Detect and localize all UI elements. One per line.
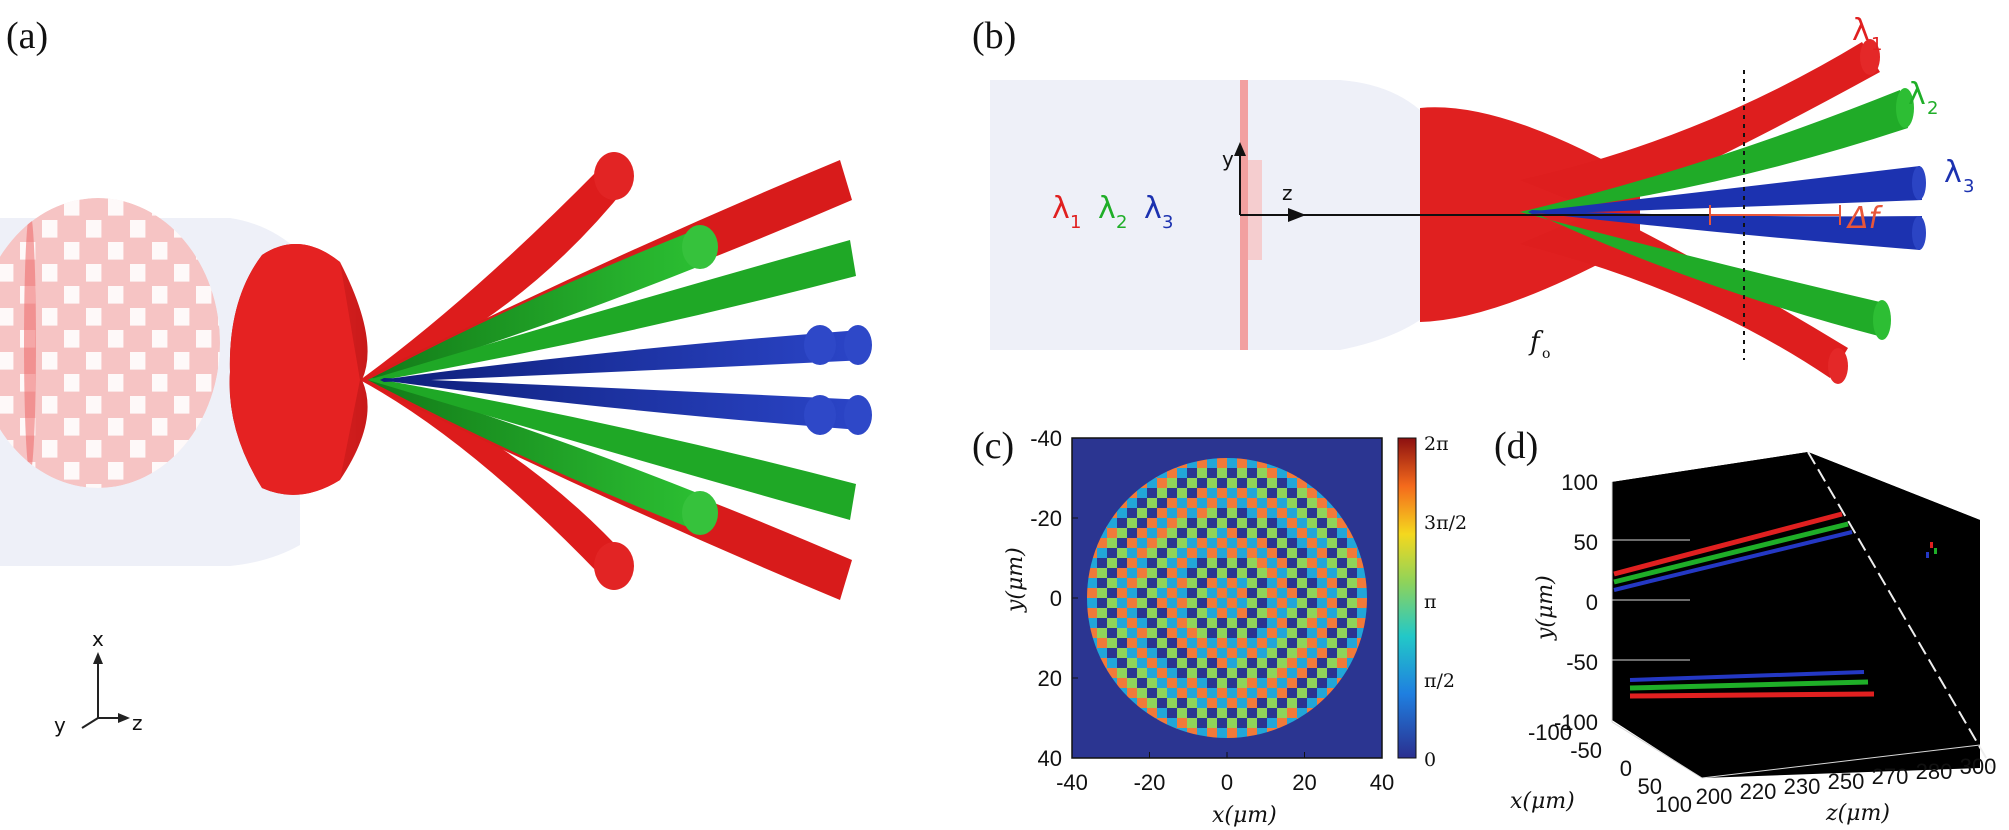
blue-beam-upper-a (380, 330, 866, 382)
volume-x-tick: -100 (1528, 720, 1572, 745)
axis-z-label-a: z (132, 711, 143, 735)
blue-beam-upper-b (1528, 166, 1922, 214)
lambda3-left-sub: 3 (1162, 212, 1173, 233)
green-trace-upper-d (1613, 521, 1849, 585)
phase-map-x-label: x(μm) (1212, 803, 1277, 828)
lambda3-right-sub: 3 (1963, 176, 1974, 197)
red-beam-lower-b (1520, 210, 1848, 378)
volume-z-tick: 250 (1828, 769, 1865, 794)
lambda1-right-sub: 1 (1871, 34, 1882, 55)
volume-z-tick: 230 (1784, 774, 1821, 799)
lambda-left-group: λ 1 λ 2 λ 3 (1052, 191, 1173, 233)
lambda3-right: λ (1944, 155, 1962, 190)
focal-length-sub: o (1542, 346, 1550, 362)
colorbar-tick-label: π (1424, 591, 1437, 613)
red-trace-lower-d (1629, 691, 1875, 699)
delta-f-label: Δf (1846, 201, 1884, 236)
y-tick-label: 0 (1050, 586, 1062, 611)
panel-c-label: (c) (972, 425, 1014, 467)
panel-b-label: (b) (972, 15, 1016, 57)
lambda3-left: λ (1144, 191, 1162, 226)
green-beam-upper-a (368, 232, 710, 382)
red-beam-upper-b (1520, 42, 1880, 212)
x-tick-label: -40 (1056, 770, 1088, 795)
volume-y-tick: 100 (1561, 470, 1598, 495)
x-tick-label: 20 (1292, 770, 1316, 795)
lambda2-left-sub: 2 (1116, 212, 1127, 233)
blue-trace-upper-d (1613, 530, 1853, 592)
focal-plane-line-d (1807, 451, 1993, 769)
colorbar (1397, 437, 1417, 759)
volume-y-label: y(μm) (1533, 575, 1558, 641)
volume-x-tick: 50 (1638, 774, 1662, 799)
green-beam-upper2-a (368, 240, 856, 382)
lambda2-right: λ (1908, 77, 1926, 112)
green-beam-upper-b (1520, 90, 1908, 214)
lambda2-left: λ (1098, 191, 1116, 226)
panel-a: (a) (0, 15, 872, 737)
red-beam-upper-a (360, 168, 628, 382)
volume-x-label: x(μm) (1510, 789, 1575, 814)
colorbar-tick-label: π/2 (1424, 670, 1455, 692)
volume-z-tick: 200 (1696, 784, 1733, 809)
lambda1-right: λ (1852, 13, 1870, 48)
blue-beam-lower-a (380, 378, 866, 430)
volume-y-tick: -100 (1554, 710, 1598, 735)
panel-b: (b) y z Δf λ (972, 13, 1974, 384)
colorbar-tick-label: 0 (1424, 749, 1436, 771)
axis-triad-a: x z y (54, 627, 143, 737)
volume-x-tick: 0 (1620, 756, 1632, 781)
green-trace-lower-d (1629, 679, 1869, 691)
lambda1-left: λ (1052, 191, 1070, 226)
red-trace-upper-d (1613, 511, 1843, 577)
lambda2-right-sub: 2 (1927, 98, 1938, 119)
panel-d-label: (d) (1494, 425, 1538, 467)
volume-z-tick: 280 (1916, 759, 1953, 784)
volume-z-label: z(μm) (1825, 801, 1890, 826)
x-tick-label: -20 (1134, 770, 1166, 795)
axis-y-label-a: y (54, 713, 66, 737)
y-tick-label: -40 (1030, 426, 1062, 451)
y-tick-label: -20 (1030, 506, 1062, 531)
axis-x-label-a: x (92, 627, 104, 651)
green-beam-lower2-a (368, 378, 856, 520)
y-tick-label: 20 (1038, 666, 1062, 691)
green-beam-lower-a (368, 378, 710, 528)
volume-z-tick: 220 (1740, 779, 1777, 804)
x-tick-label: 0 (1221, 770, 1233, 795)
volume-y-tick: -50 (1566, 650, 1598, 675)
panel-a-label: (a) (6, 15, 48, 57)
volume-y-tick: 50 (1574, 530, 1598, 555)
volume-x-tick: -50 (1570, 738, 1602, 763)
volume-z-tick: 270 (1872, 764, 1909, 789)
colorbar-tick-label: 2π (1424, 433, 1449, 455)
volume-x-tick: 100 (1655, 792, 1692, 817)
volume-z-tick: 300 (1960, 754, 1997, 779)
volume-y-tick: 0 (1586, 590, 1598, 615)
blue-trace-lower-d (1629, 670, 1865, 682)
lambda1-left-sub: 1 (1070, 212, 1081, 233)
y-tick-label: 40 (1038, 746, 1062, 771)
green-beam-lower-b (1520, 210, 1886, 338)
x-tick-label: 40 (1370, 770, 1394, 795)
phase-map-y-label: y(μm) (1003, 547, 1028, 613)
blue-beam-lower-b (1528, 210, 1922, 250)
axis-z-label-b: z (1282, 181, 1293, 205)
red-beam-lower-a (360, 378, 628, 575)
incident-beam-b (990, 80, 1420, 350)
axis-y-label-b: y (1222, 147, 1234, 171)
lambda-right-group: λ 1 λ 2 λ 3 (1852, 13, 1974, 197)
colorbar-tick-label: 3π/2 (1424, 512, 1467, 534)
volume-grid (1611, 482, 1981, 779)
colorbar-ticks: 2π 3π/2 π π/2 0 (1424, 433, 1467, 771)
